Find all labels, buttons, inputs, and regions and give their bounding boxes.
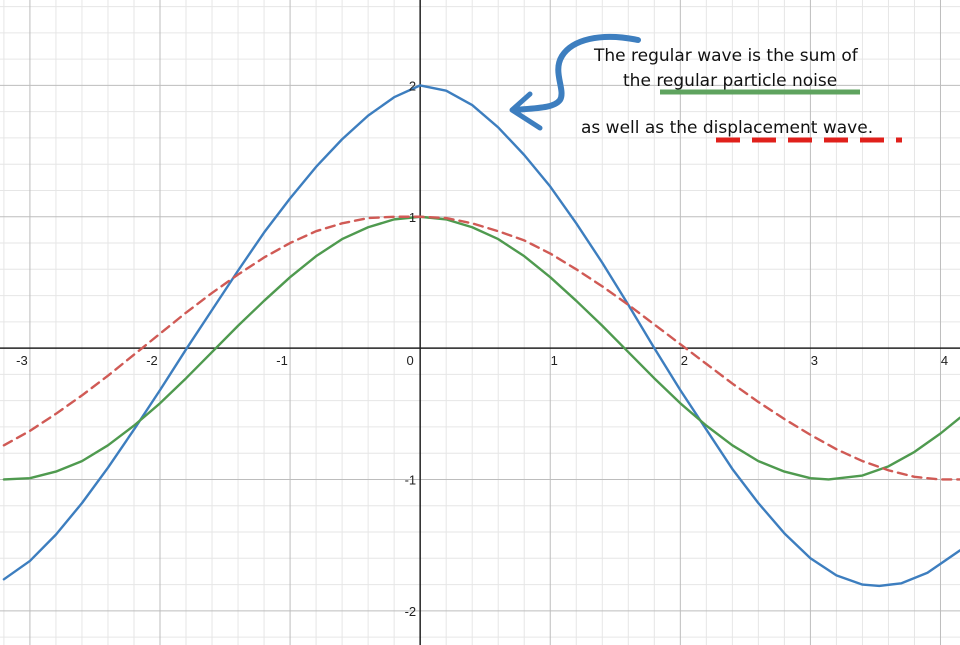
annotation-line-3: as well as the displacement wave. xyxy=(581,117,873,139)
annotation-line-2-underlined: regular particle noise xyxy=(656,71,838,91)
annotation-line-3-suffix: . xyxy=(867,118,874,138)
annotation-line-2-prefix: the xyxy=(623,71,657,91)
annotation-line-1: The regular wave is the sum of xyxy=(594,46,858,66)
annotation-arrow xyxy=(509,33,641,131)
x-tick-label: -2 xyxy=(146,353,158,368)
y-tick-label: 2 xyxy=(409,78,416,93)
annotation-underlines xyxy=(660,89,902,143)
x-tick-label: -1 xyxy=(276,353,288,368)
series-layer xyxy=(2,84,960,588)
y-tick-label: 1 xyxy=(409,210,416,225)
x-tick-label: 4 xyxy=(941,353,948,368)
x-tick-label: 2 xyxy=(681,353,688,368)
series-line-1 xyxy=(2,84,960,588)
x-tick-label: 1 xyxy=(551,353,558,368)
curved-arrow-icon xyxy=(511,33,641,113)
arrow-head-icon xyxy=(509,91,543,131)
x-tick-label: 0 xyxy=(407,353,414,368)
x-tick-label: 3 xyxy=(811,353,818,368)
x-tick-label: -3 xyxy=(16,353,28,368)
annotation-line-3-underlined: displacement wave xyxy=(702,118,868,138)
series-line-3 xyxy=(2,215,960,481)
y-tick-label: -2 xyxy=(405,604,417,619)
series-line-2 xyxy=(2,215,960,481)
y-tick-label: -1 xyxy=(405,472,417,487)
annotation-line-3-prefix: as well as the xyxy=(581,118,703,138)
annotation-line-2: the regular particle noise xyxy=(623,70,837,92)
tick-labels: -3 -2 -1 0 1 2 3 4 -2 -1 1 2 xyxy=(16,78,948,618)
